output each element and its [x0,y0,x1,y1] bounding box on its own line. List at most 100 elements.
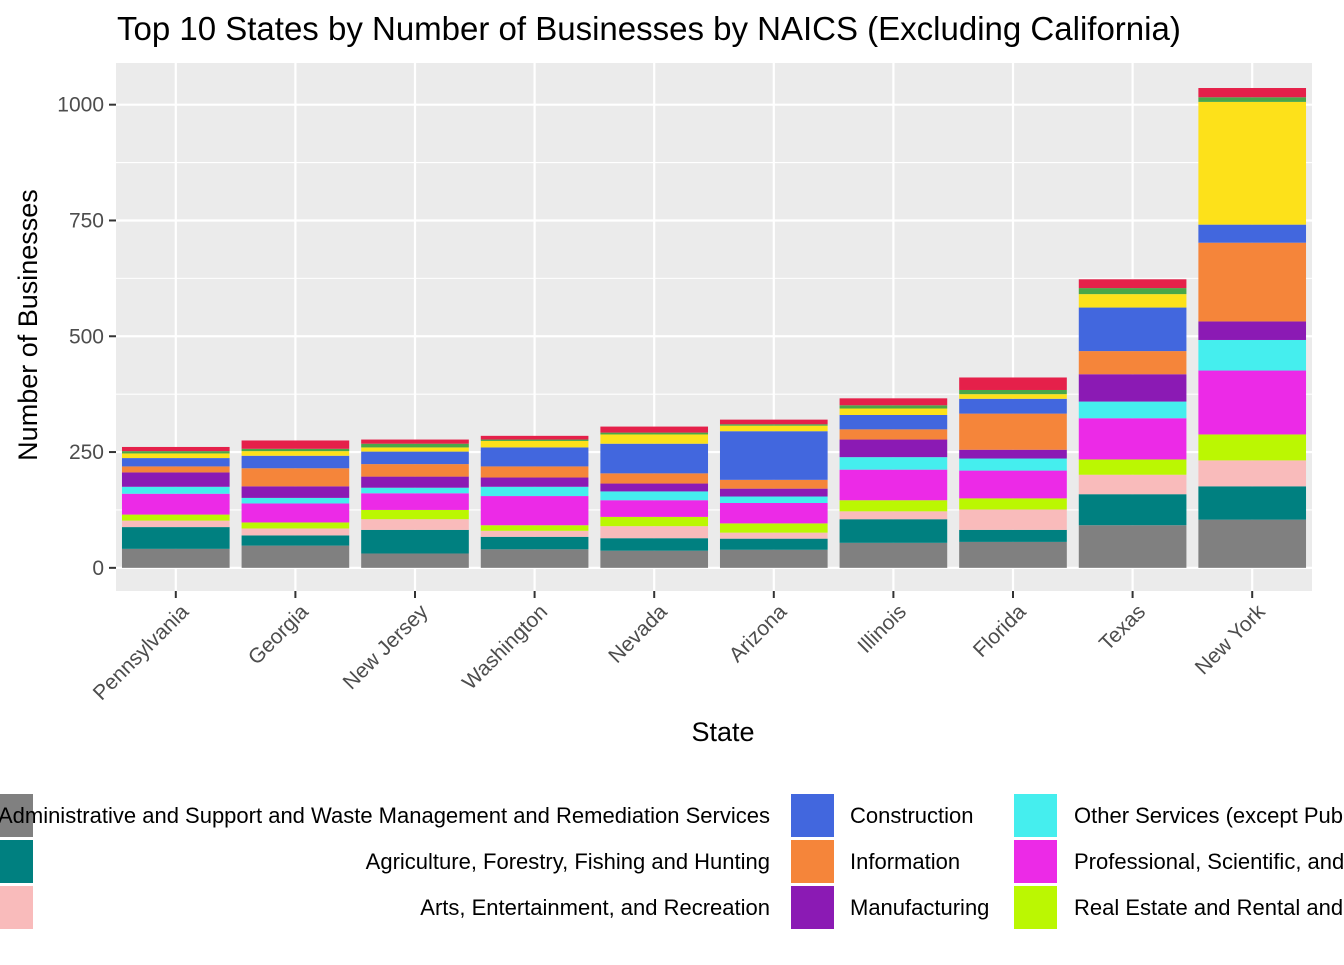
y-tick-label: 250 [69,441,104,464]
legend-key [0,886,33,929]
bar-segment [480,536,589,550]
bar-segment [600,516,709,527]
bar-segment [480,486,589,497]
bar-segment [600,473,709,484]
bar-segment [121,514,230,521]
bar-segment [121,486,230,494]
bar-segment [839,398,948,406]
bar-segment [1198,460,1307,487]
bar-segment [600,434,709,444]
bar-segment [839,519,948,543]
y-tick-label: 750 [69,209,104,232]
bar-segment [121,458,230,467]
bar-segment [480,496,589,526]
legend-label: Other Services (except Public Administra… [1074,803,1344,828]
bar-segment [361,451,469,465]
bar-segment [361,529,469,554]
bar-segment [719,496,828,503]
legend-key [791,840,834,883]
x-tick-label: Nevada [604,600,672,668]
bar-segment [121,453,230,459]
bar-segment [361,509,469,520]
bar-segment [1078,307,1187,352]
bar-segment [480,549,589,568]
bar-segment [600,491,709,501]
bar-segment [1198,434,1307,461]
bar-segment [959,398,1067,414]
bar-segment [241,468,350,487]
bar-segment [241,535,350,546]
legend-label: Agriculture, Forestry, Fishing and Hunti… [366,849,770,874]
bar-segment [839,457,948,470]
bar-segment [241,486,350,498]
bar-segment [959,458,1067,471]
x-tick-label: Arizona [725,600,792,667]
bar-segment [1078,401,1187,419]
x-tick-label: Washington [458,600,552,694]
bar-segment [480,439,589,441]
bar-segment [719,532,828,539]
y-tick-label: 1000 [57,94,104,117]
bar-segment [959,541,1067,568]
bar-segment [719,425,828,432]
bar-segment [121,466,230,473]
bar-segment [959,449,1067,459]
bar-segment [480,525,589,531]
legend-label: Arts, Entertainment, and Recreation [420,895,770,920]
bar-segment [1078,525,1187,568]
bar-segment [600,538,709,551]
legend: Administrative and Support and Waste Man… [0,794,1344,929]
bar-segment [959,509,1067,530]
bar-segment [1078,288,1187,295]
legend-label: Administrative and Support and Waste Man… [0,803,770,828]
bar-segment [719,431,828,480]
bar-segment [241,503,350,523]
bar-segment [241,451,350,456]
bar-segment [361,553,469,568]
legend-label: Construction [850,803,974,828]
y-axis-title: Number of Businesses [13,189,43,461]
bar-segment [361,519,469,530]
bar-segment [1198,519,1307,568]
bar-segment [480,447,589,467]
bar-segment [719,419,828,425]
legend-key [1014,794,1057,837]
bar-segment [600,500,709,517]
bar-segment [839,500,948,512]
bar-segment [839,511,948,520]
bar-segment [1198,486,1307,520]
x-tick-label: New York [1191,600,1270,679]
bar-segment [1078,279,1187,289]
bar-segment [361,439,469,444]
bar-segment [480,466,589,478]
bar-segment [1198,97,1307,102]
bar-segment [121,493,230,515]
legend-key [0,840,33,883]
bar-segment [361,464,469,477]
bar-segment [1078,294,1187,308]
legend-key [1014,840,1057,883]
bar-segment [1198,321,1307,340]
x-tick-label: Texas [1095,600,1150,655]
bar-segment [241,440,350,449]
bar-segment [1198,242,1307,322]
x-tick-label: Illinois [853,600,911,658]
bar-segment [959,377,1067,390]
x-tick-label: Georgia [244,600,313,669]
bar-segment [600,550,709,568]
bar-segment [1078,494,1187,526]
legend-key [791,794,834,837]
bar-segment [121,527,230,549]
bar-segment [480,530,589,537]
x-tick-label: New Jersey [339,600,433,694]
bar-segment [839,542,948,568]
bar-segment [480,440,589,448]
legend-key [791,886,834,929]
bar-segment [600,526,709,539]
legend-label: Professional, Scientific, and Technical … [1074,849,1344,874]
bar-segment [839,429,948,440]
bar-segment [1198,224,1307,243]
x-tick-label: Pennsylvania [89,600,194,705]
bar-segment [719,488,828,497]
bar-segment [719,523,828,533]
